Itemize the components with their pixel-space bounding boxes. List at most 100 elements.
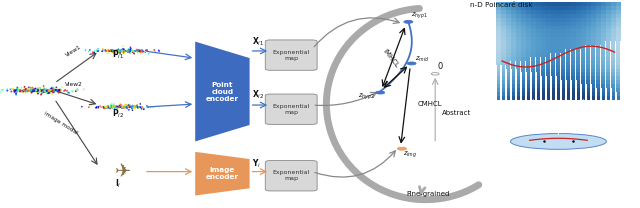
Bar: [616, 57, 620, 61]
Point: [119, 51, 129, 54]
Bar: [516, 96, 520, 100]
Bar: [541, 76, 545, 80]
Point: [33, 89, 43, 93]
Point: [32, 89, 42, 92]
Point: [130, 104, 140, 108]
Bar: [591, 22, 596, 26]
Point: [128, 50, 138, 53]
Point: [125, 49, 135, 52]
Bar: [566, 72, 570, 76]
Circle shape: [407, 62, 416, 65]
Bar: [557, 92, 560, 96]
Bar: [516, 84, 520, 88]
Bar: [566, 57, 570, 61]
Point: [116, 49, 127, 52]
Text: CMHCL: CMHCL: [418, 101, 442, 107]
Bar: [547, 96, 550, 100]
Bar: [502, 84, 506, 88]
Bar: [536, 14, 541, 18]
Bar: [566, 96, 570, 100]
Bar: [581, 33, 586, 37]
Point: [136, 107, 147, 110]
Bar: [572, 65, 575, 69]
Point: [109, 49, 119, 52]
Circle shape: [397, 147, 406, 150]
Bar: [602, 88, 605, 92]
Bar: [497, 72, 500, 76]
Point: [25, 89, 35, 92]
Point: [116, 48, 126, 52]
Bar: [587, 96, 590, 100]
Text: $\mathbf{Y}_{i}$: $\mathbf{Y}_{i}$: [252, 157, 261, 170]
Text: Image
encoder: Image encoder: [206, 167, 239, 180]
Point: [10, 89, 20, 92]
Point: [132, 104, 142, 107]
Bar: [516, 76, 520, 80]
Bar: [506, 61, 511, 65]
Bar: [497, 41, 500, 45]
Point: [45, 88, 55, 91]
Bar: [536, 41, 541, 45]
Bar: [507, 84, 510, 88]
Bar: [556, 26, 561, 30]
Bar: [536, 2, 541, 6]
Bar: [581, 41, 586, 45]
Bar: [576, 30, 580, 33]
Bar: [591, 14, 596, 18]
Bar: [527, 57, 531, 61]
Bar: [602, 80, 605, 84]
Bar: [541, 37, 546, 41]
Point: [120, 105, 130, 109]
Bar: [561, 53, 566, 57]
Point: [29, 88, 39, 91]
Bar: [606, 45, 611, 49]
Point: [43, 90, 53, 94]
Bar: [616, 10, 621, 14]
Bar: [577, 96, 580, 100]
Bar: [531, 37, 536, 41]
Bar: [556, 30, 561, 33]
Point: [47, 89, 57, 92]
Bar: [596, 88, 600, 92]
Point: [112, 50, 122, 53]
Point: [30, 87, 40, 90]
Bar: [526, 22, 531, 26]
Point: [33, 90, 43, 93]
Bar: [556, 14, 561, 18]
Bar: [516, 26, 521, 30]
Circle shape: [404, 20, 413, 23]
Bar: [576, 41, 580, 45]
Bar: [497, 49, 500, 53]
Bar: [616, 65, 620, 69]
Bar: [516, 72, 520, 76]
Point: [33, 89, 43, 92]
Point: [125, 103, 135, 107]
Point: [114, 50, 124, 53]
Point: [53, 89, 63, 92]
Point: [123, 49, 133, 52]
Point: [13, 87, 24, 91]
Point: [47, 88, 58, 92]
Point: [72, 88, 83, 91]
Bar: [511, 14, 516, 18]
Point: [115, 51, 125, 55]
Bar: [547, 61, 550, 65]
Point: [111, 105, 121, 108]
Bar: [546, 14, 551, 18]
Point: [26, 89, 36, 93]
Point: [19, 89, 29, 93]
Bar: [581, 72, 586, 76]
Bar: [606, 37, 611, 41]
Bar: [516, 14, 521, 18]
Point: [0, 88, 7, 92]
Bar: [591, 33, 596, 37]
Bar: [502, 80, 506, 84]
Bar: [556, 61, 561, 65]
Point: [118, 106, 129, 109]
Bar: [611, 41, 616, 45]
Bar: [531, 33, 536, 37]
Bar: [556, 65, 561, 69]
Text: $\mathbf{I}_{i}$: $\mathbf{I}_{i}$: [115, 178, 122, 190]
Bar: [581, 18, 586, 22]
Bar: [526, 6, 531, 10]
